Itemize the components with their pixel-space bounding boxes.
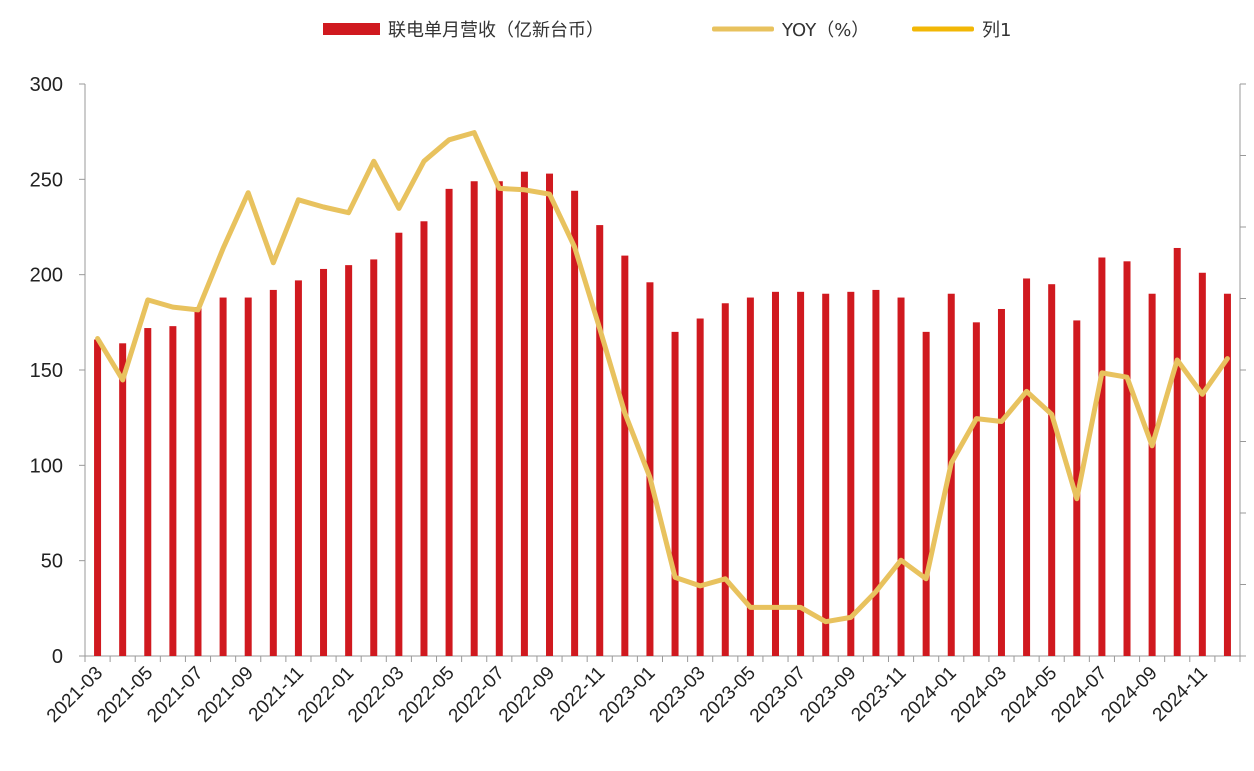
revenue-bar xyxy=(696,318,704,656)
revenue-bar xyxy=(345,265,353,656)
revenue-bar xyxy=(420,221,428,656)
revenue-bar xyxy=(395,232,403,656)
revenue-bar xyxy=(320,268,328,656)
axes: 0501001502002503002021-032021-052021-072… xyxy=(30,74,1246,727)
revenue-bar xyxy=(797,291,805,656)
revenue-bar xyxy=(872,289,880,656)
revenue-bar xyxy=(445,188,453,656)
revenue-bar xyxy=(1148,293,1156,656)
legend-swatch-revenue xyxy=(323,23,380,35)
revenue-bar xyxy=(1173,247,1181,656)
legend-swatch-col1 xyxy=(912,26,974,32)
revenue-bar xyxy=(621,255,629,656)
revenue-bar xyxy=(646,282,654,656)
revenue-bar xyxy=(721,303,729,656)
revenue-bar xyxy=(771,291,779,656)
revenue-bar xyxy=(1223,293,1231,656)
revenue-bar xyxy=(1048,284,1056,656)
legend-label: YOY（%） xyxy=(781,20,869,41)
revenue-bar xyxy=(1123,261,1131,656)
y-tick-label: 150 xyxy=(30,360,63,382)
revenue-bar xyxy=(294,280,302,656)
revenue-bar xyxy=(546,173,554,656)
revenue-bar xyxy=(194,307,202,656)
revenue-bar xyxy=(470,181,478,657)
x-tick-label: 2024-11 xyxy=(1149,663,1212,726)
yoy-line xyxy=(95,130,1230,625)
x-tick-label: 2024-09 xyxy=(1097,663,1161,727)
y-tick-label: 250 xyxy=(30,169,63,191)
legend-label: 列1 xyxy=(982,20,1011,41)
revenue-bar xyxy=(1198,272,1206,656)
y-tick-label: 0 xyxy=(52,646,63,668)
revenue-bar xyxy=(269,289,277,656)
legend-label: 联电单月营收（亿新台币） xyxy=(388,20,604,41)
y-tick-label: 300 xyxy=(30,74,63,96)
line-series xyxy=(95,130,1230,625)
revenue-bar xyxy=(997,308,1005,656)
revenue-bar xyxy=(922,331,930,656)
revenue-bar xyxy=(119,343,127,656)
y-tick-label: 200 xyxy=(30,265,63,287)
revenue-bar xyxy=(847,291,855,656)
revenue-bar xyxy=(370,259,378,656)
legend: 联电单月营收（亿新台币） YOY（%） 列1 xyxy=(323,20,1011,41)
revenue-bar xyxy=(94,339,102,656)
revenue-bar xyxy=(746,297,754,656)
revenue-bar xyxy=(244,297,252,656)
legend-swatch-yoy xyxy=(712,26,774,32)
revenue-bar xyxy=(972,322,980,656)
revenue-bar xyxy=(897,297,905,656)
revenue-bar xyxy=(169,326,177,656)
revenue-bar xyxy=(219,297,227,656)
revenue-bar xyxy=(822,293,830,656)
y-tick-label: 100 xyxy=(30,455,63,477)
revenue-bar xyxy=(671,331,679,656)
revenue-bar xyxy=(571,190,579,657)
revenue-bar xyxy=(144,328,152,656)
x-tick-label: 2022-09 xyxy=(495,663,559,727)
y-tick-label: 50 xyxy=(41,551,63,573)
revenue-bar xyxy=(1098,257,1106,656)
x-tick-label: 2021-09 xyxy=(194,663,258,727)
revenue-bar xyxy=(1023,278,1031,656)
x-tick-label: 2023-09 xyxy=(796,663,860,727)
revenue-bar xyxy=(596,225,604,657)
revenue-bar xyxy=(520,171,528,656)
revenue-bar xyxy=(495,181,503,657)
